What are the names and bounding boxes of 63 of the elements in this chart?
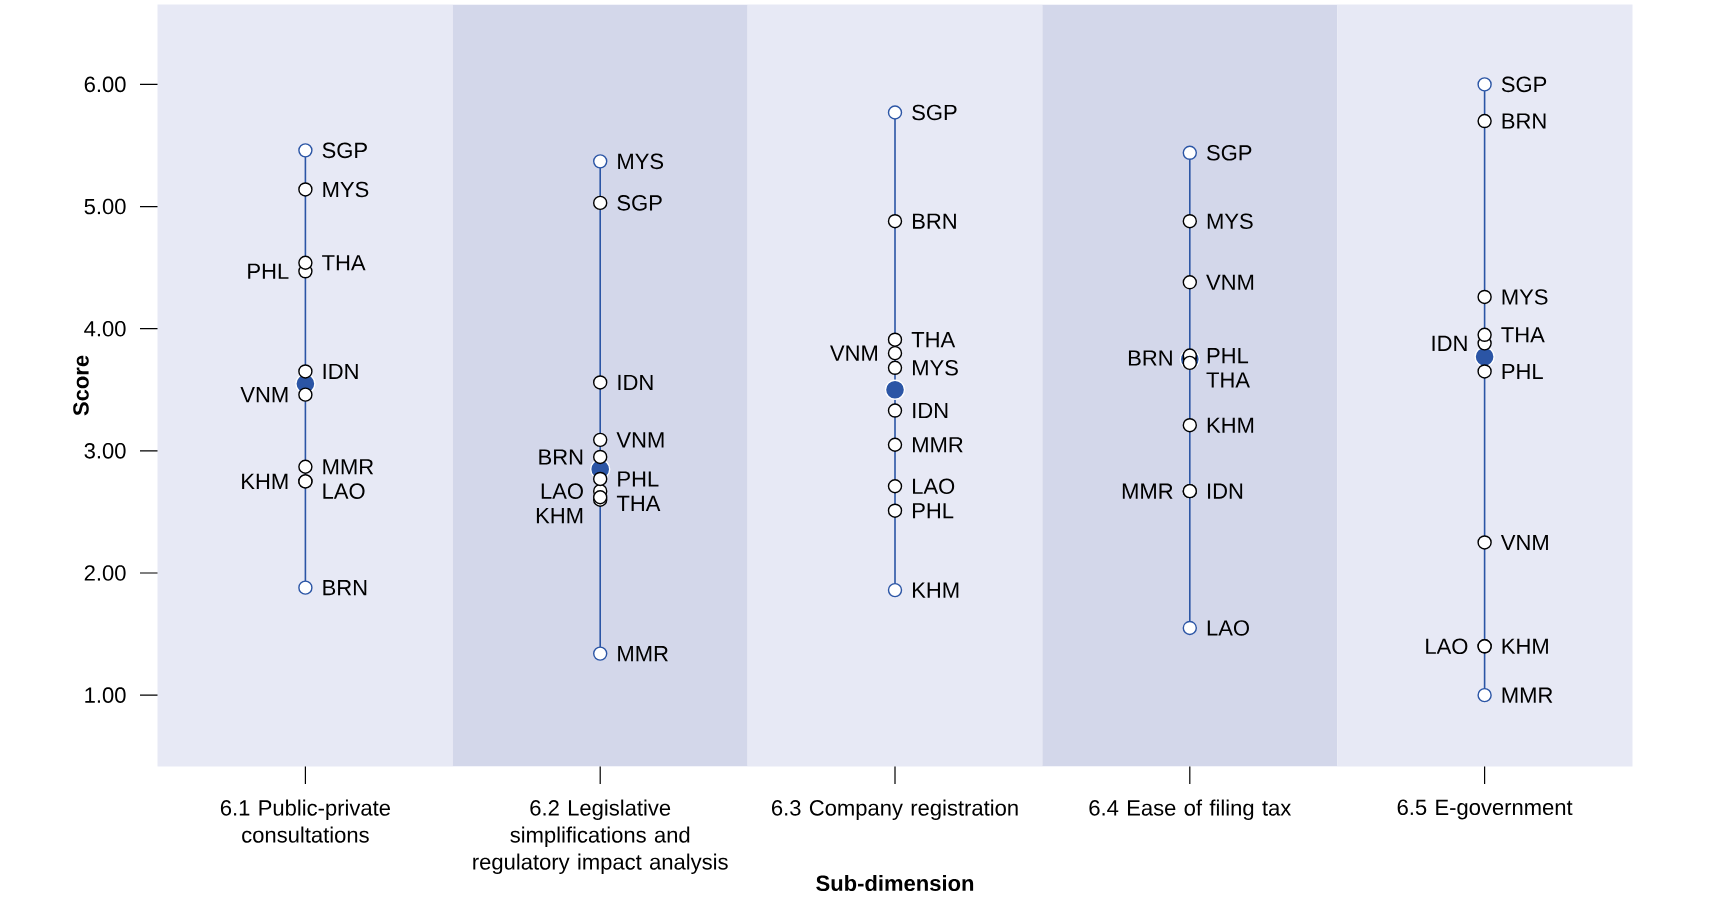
text: IDN: [618, 374, 653, 391]
text: BRN: [913, 213, 956, 229]
text: BRN: [1128, 350, 1172, 366]
text: MYS: [618, 153, 664, 170]
x-tick-label: 6.1 Public-private consultations: [220, 799, 390, 843]
series-label: LAO: [541, 483, 583, 499]
text: KHM: [913, 582, 959, 598]
text: VNM: [1500, 534, 1548, 551]
y-tick-label: 4.00: [84, 320, 126, 337]
text: PHL: [618, 471, 659, 487]
text: PHL: [1207, 348, 1249, 364]
x-axis-title: Sub-dimension: [816, 874, 974, 892]
text: PHL: [1502, 363, 1543, 380]
series-label: MMR: [1122, 483, 1173, 499]
text: MMR: [618, 646, 668, 662]
text: IDN: [1208, 483, 1243, 499]
y-axis-title: Score: [73, 355, 89, 416]
series-label: MYS: [323, 181, 369, 198]
text: KHM: [536, 508, 583, 524]
series-label: IDN: [1432, 335, 1467, 351]
text: MMR: [913, 437, 963, 453]
y-tick-label: 5.00: [84, 198, 126, 215]
text: VNM: [240, 387, 288, 403]
text: THA: [616, 495, 661, 511]
x-tick-label: 6.3 Company registration: [772, 799, 1018, 821]
text: VNM: [830, 345, 877, 361]
text: KHM: [242, 473, 288, 489]
text: KHM: [1502, 638, 1548, 654]
text: MYS: [913, 359, 958, 376]
x-tick-label: 6.4 Ease of filing tax: [1089, 799, 1292, 821]
text: IDN: [323, 363, 358, 380]
series-label: BRN: [539, 449, 583, 465]
text: MMR: [1502, 687, 1553, 703]
series-label: PHL: [248, 263, 289, 279]
series-label: SGP: [1501, 76, 1547, 93]
series-label: VNM: [1206, 274, 1254, 290]
y-tick-label: 6.00: [84, 76, 126, 93]
y-tick-label: 3.00: [84, 443, 126, 459]
text: SGP: [912, 104, 957, 121]
text: LAO: [1207, 620, 1249, 636]
text: BRN: [323, 580, 367, 596]
x-tick-label: 6.5 E-government: [1397, 799, 1573, 820]
text: BRN: [1502, 113, 1546, 129]
y-tick-label: 2.00: [84, 565, 126, 581]
text: SGP: [617, 195, 662, 211]
series-label: THA: [911, 332, 956, 348]
text: LAO: [913, 478, 955, 495]
text: SGP: [322, 142, 367, 159]
text: MYS: [1502, 289, 1548, 305]
text: THA: [322, 255, 366, 271]
text: LAO: [1426, 638, 1468, 655]
text: PHL: [913, 503, 954, 519]
text: SGP: [1207, 145, 1252, 161]
text: THA: [1501, 327, 1545, 343]
text: IDN: [913, 402, 948, 419]
text: LAO: [323, 483, 365, 499]
text: MYS: [1207, 213, 1253, 229]
text: THA: [1206, 372, 1250, 388]
text: VNM: [616, 432, 664, 448]
x-tick-label: 6.2 Legislative simplifications and regulatory impact analysis: [473, 799, 728, 875]
y-tick-label: 1.00: [85, 687, 126, 703]
text: MMR: [323, 459, 374, 475]
series-label: KHM: [1207, 417, 1254, 433]
